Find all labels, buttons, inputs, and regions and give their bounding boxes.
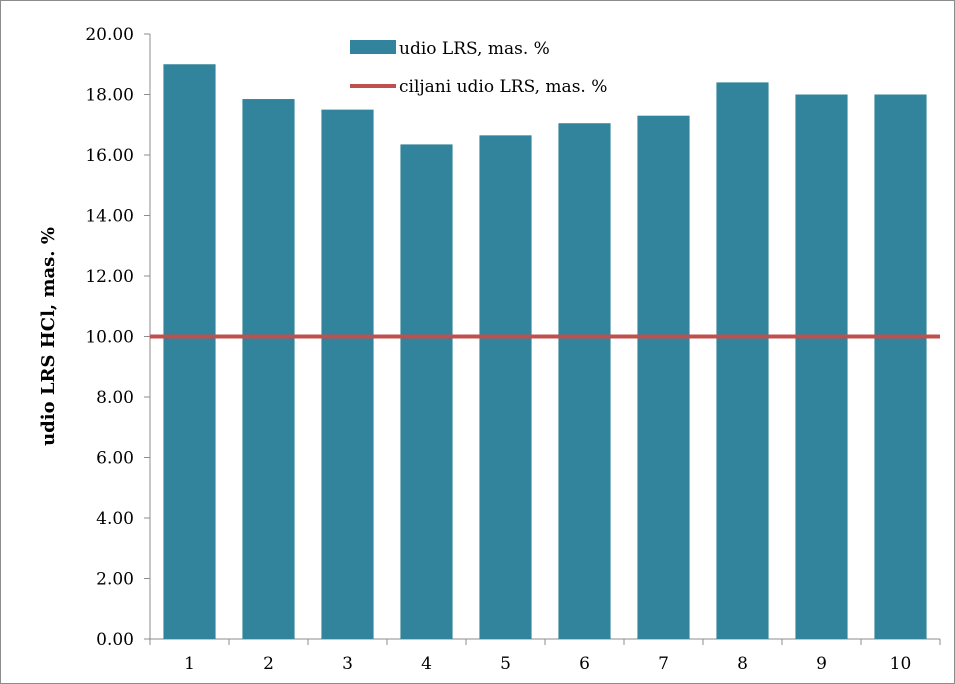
y-tick-label: 10.00	[85, 328, 134, 348]
x-tick-label: 3	[342, 654, 353, 674]
bar	[242, 99, 295, 640]
bar	[795, 94, 848, 639]
bar	[163, 64, 216, 639]
y-tick-label: 18.00	[85, 86, 134, 106]
x-axis: 1 2 3 4 5 6 7 8 9 10	[149, 638, 941, 674]
x-tick-label: 6	[579, 654, 590, 674]
x-tick-label: 8	[737, 654, 748, 674]
y-tick-label: 6.00	[96, 449, 134, 469]
legend: udio LRS, mas. % ciljani udio LRS, mas. …	[350, 39, 607, 97]
x-tick-label: 9	[816, 654, 827, 674]
y-tick-label: 14.00	[85, 207, 134, 227]
bar	[321, 109, 374, 639]
x-tick-label: 10	[890, 654, 912, 674]
bar-series	[163, 64, 927, 640]
bar	[479, 135, 532, 639]
y-tick-label: 16.00	[85, 146, 134, 166]
y-tick-label: 2.00	[96, 570, 134, 590]
legend-line-label: ciljani udio LRS, mas. %	[399, 77, 607, 97]
y-tick-label: 8.00	[96, 388, 134, 408]
y-tick-label: 12.00	[85, 267, 134, 287]
bar	[558, 123, 611, 640]
x-tick-label: 2	[263, 654, 274, 674]
legend-bar-swatch	[350, 40, 396, 54]
legend-bar-label: udio LRS, mas. %	[399, 39, 550, 59]
bar	[716, 82, 769, 639]
y-tick-label: 4.00	[96, 509, 134, 529]
y-tick-label: 0.00	[96, 630, 134, 650]
bar	[637, 115, 690, 640]
y-axis: 0.00 2.00 4.00 6.00 8.00 10.00 12.00 14.00 16.00…	[85, 25, 151, 650]
x-tick-label: 5	[500, 654, 511, 674]
y-axis-title: udio LRS HCl, mas. %	[38, 227, 59, 446]
x-tick-label: 7	[658, 654, 669, 674]
bar	[400, 144, 453, 639]
bar	[874, 94, 927, 639]
x-tick-label: 4	[421, 654, 432, 674]
x-tick-label: 1	[184, 654, 195, 674]
y-tick-label: 20.00	[85, 25, 134, 45]
